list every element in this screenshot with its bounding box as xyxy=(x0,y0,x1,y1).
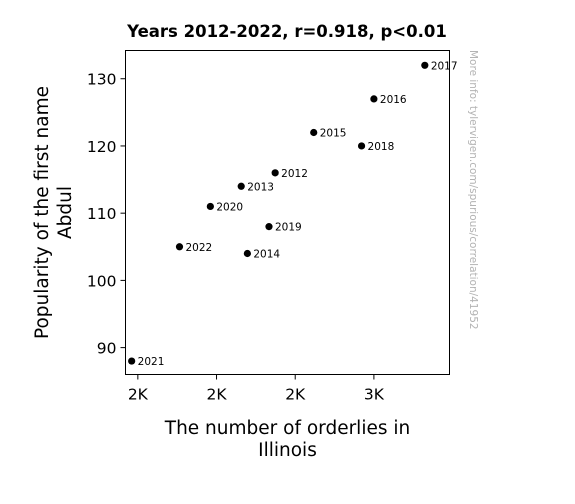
data-point xyxy=(357,142,366,150)
data-point xyxy=(370,95,378,103)
data-point xyxy=(421,61,429,69)
y-axis-label-line-2: Abdul xyxy=(55,186,76,239)
y-tick-label: 120 xyxy=(87,138,117,156)
source-watermark: More info: tylervigen.com/spurious/corre… xyxy=(467,50,479,330)
data-point xyxy=(128,357,136,365)
data-point-label: 2018 xyxy=(368,141,395,153)
data-point-label: 2014 xyxy=(253,249,280,261)
data-points: 2012 2013 2014 2015 2016 2017 2018 2019 2020 2021… xyxy=(128,60,458,368)
x-axis-label-line-2: Illinois xyxy=(258,440,317,461)
data-point-label: 2020 xyxy=(216,201,243,213)
x-tick-label: 2K xyxy=(285,386,306,404)
data-point xyxy=(237,182,245,190)
x-tick-label: 2K xyxy=(207,386,228,404)
x-axis-label-line-1: The number of orderlies in xyxy=(164,418,410,439)
y-tick-label: 110 xyxy=(87,205,117,223)
y-axis-label-line-1: Popularity of the first name xyxy=(32,86,53,339)
data-point xyxy=(243,249,251,258)
y-axis-ticks: 90 100 110 120 130 xyxy=(87,71,126,358)
data-point-label: 2012 xyxy=(281,168,308,180)
data-point-label: 2021 xyxy=(138,356,165,368)
chart-title: Years 2012-2022, r=0.918, p<0.01 xyxy=(126,22,447,41)
data-point-label: 2017 xyxy=(431,60,458,72)
data-point xyxy=(265,223,273,231)
y-tick-label: 90 xyxy=(97,340,117,358)
data-point xyxy=(175,243,184,251)
x-axis-ticks: 2K 2K 2K 3K xyxy=(128,374,385,404)
y-tick-label: 130 xyxy=(87,71,117,89)
y-tick-label: 100 xyxy=(87,272,117,290)
data-point-label: 2016 xyxy=(380,94,407,106)
data-point-label: 2019 xyxy=(275,222,302,234)
y-axis-label: Popularity of the first name Abdul xyxy=(32,86,76,339)
data-point-label: 2015 xyxy=(320,128,347,140)
data-point-label: 2013 xyxy=(247,181,274,193)
data-point xyxy=(206,202,214,211)
x-tick-label: 2K xyxy=(128,386,149,404)
data-point xyxy=(310,128,318,137)
plot-frame xyxy=(125,50,450,375)
x-tick-label: 3K xyxy=(364,386,385,404)
data-point xyxy=(271,169,279,177)
data-point-label: 2022 xyxy=(186,242,213,254)
